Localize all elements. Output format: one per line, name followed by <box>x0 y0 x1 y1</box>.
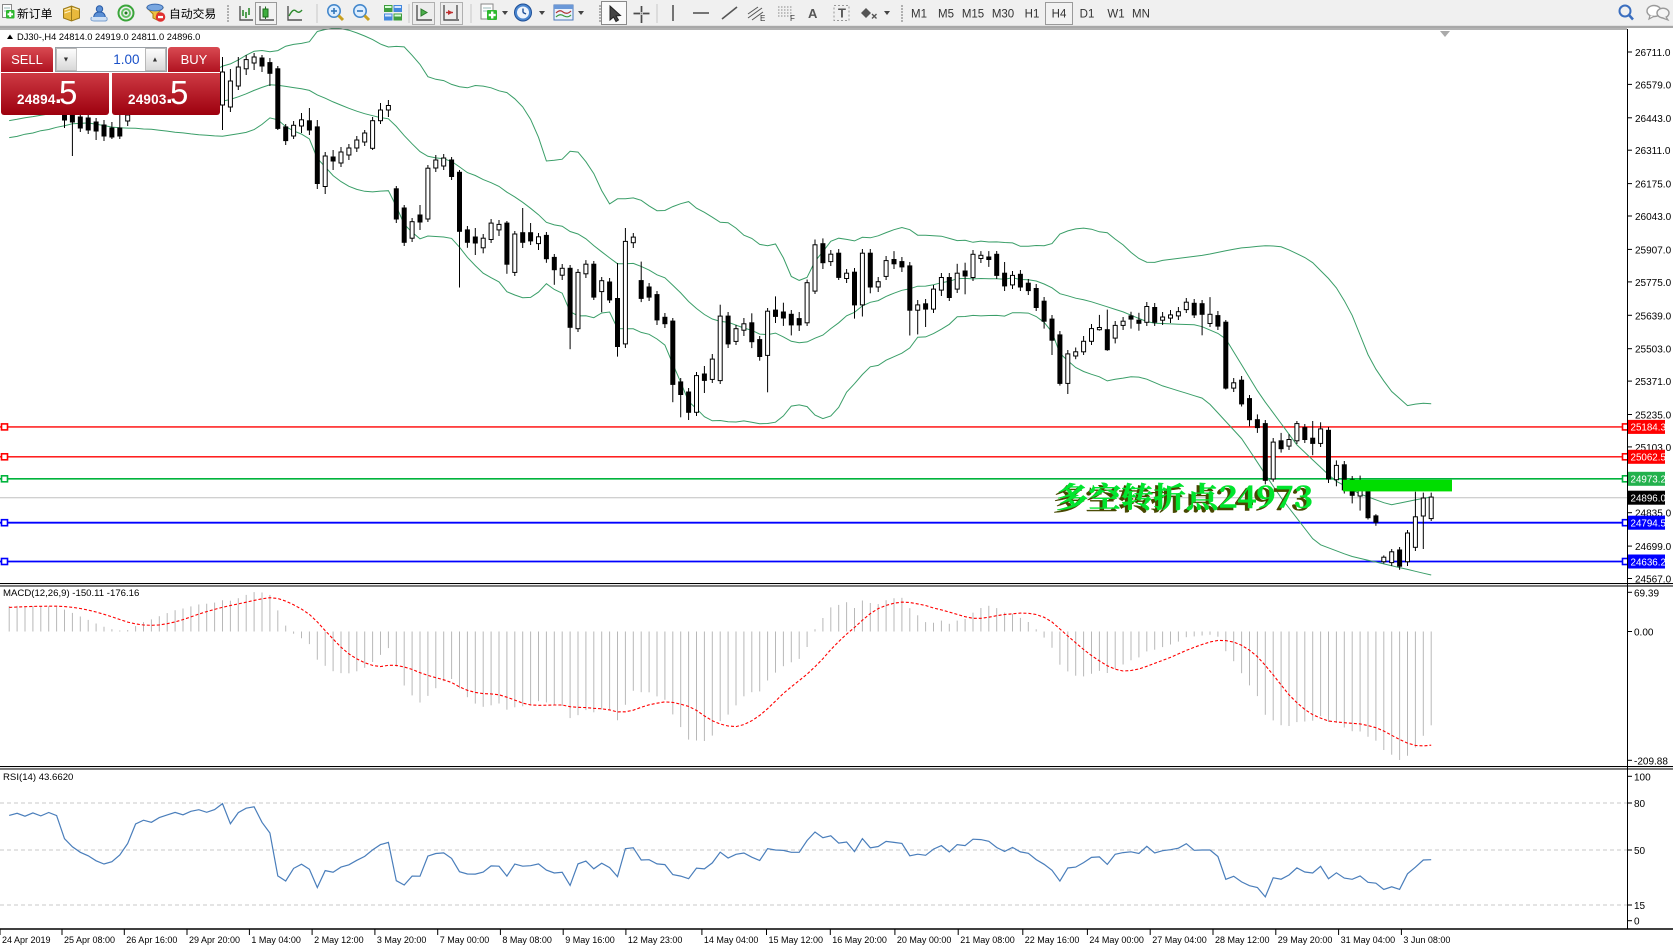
svg-text:MN: MN <box>1132 9 1150 21</box>
svg-text:25062.5: 25062.5 <box>1631 453 1667 464</box>
svg-text:69.39: 69.39 <box>1634 588 1659 599</box>
svg-text:12 May 23:00: 12 May 23:00 <box>628 935 683 945</box>
svg-text:0: 0 <box>1634 917 1640 928</box>
svg-text:25371.0: 25371.0 <box>1635 377 1672 388</box>
svg-text:24 Apr 2019: 24 Apr 2019 <box>2 935 51 945</box>
svg-text:14 May 04:00: 14 May 04:00 <box>704 935 759 945</box>
svg-text:29 May 20:00: 29 May 20:00 <box>1278 935 1333 945</box>
svg-text:1 May 04:00: 1 May 04:00 <box>251 935 301 945</box>
svg-text:25103.0: 25103.0 <box>1635 443 1672 454</box>
svg-text:15: 15 <box>1634 901 1646 912</box>
svg-text:M15: M15 <box>962 9 984 21</box>
svg-text:16 May 20:00: 16 May 20:00 <box>832 935 887 945</box>
svg-text:25907.0: 25907.0 <box>1635 245 1672 256</box>
svg-text:25235.0: 25235.0 <box>1635 411 1672 422</box>
svg-text:2 May 12:00: 2 May 12:00 <box>314 935 364 945</box>
svg-text:0.00: 0.00 <box>1634 628 1654 639</box>
svg-text:T: T <box>838 6 846 21</box>
svg-text:24835.0: 24835.0 <box>1635 509 1672 520</box>
svg-text:25503.0: 25503.0 <box>1635 345 1672 356</box>
svg-text:H1: H1 <box>1025 9 1040 21</box>
svg-text:24 May 00:00: 24 May 00:00 <box>1089 935 1144 945</box>
svg-text:RSI(14) 43.6620: RSI(14) 43.6620 <box>3 772 73 783</box>
svg-text:80: 80 <box>1634 799 1646 810</box>
svg-text:26043.0: 26043.0 <box>1635 212 1672 223</box>
svg-text:24567.0: 24567.0 <box>1635 575 1672 586</box>
svg-text:M1: M1 <box>911 9 927 21</box>
svg-text:25 Apr 08:00: 25 Apr 08:00 <box>64 935 115 945</box>
svg-text:3 Jun 08:00: 3 Jun 08:00 <box>1403 935 1450 945</box>
svg-text:DJ30-,H4 24814.0 24919.0 2481: DJ30-,H4 24814.0 24919.0 24811.0 24896.0 <box>17 32 200 42</box>
svg-text:MACD(12,26,9) -150.11 -176.16: MACD(12,26,9) -150.11 -176.16 <box>3 588 139 599</box>
svg-text:26579.0: 26579.0 <box>1635 80 1672 91</box>
svg-text:24794.5: 24794.5 <box>1631 519 1667 530</box>
svg-text:20 May 00:00: 20 May 00:00 <box>897 935 952 945</box>
svg-text:28 May 12:00: 28 May 12:00 <box>1215 935 1270 945</box>
svg-text:24699.0: 24699.0 <box>1635 542 1672 553</box>
svg-text:100: 100 <box>1634 772 1651 783</box>
svg-text:31 May 04:00: 31 May 04:00 <box>1341 935 1396 945</box>
svg-text:22 May 16:00: 22 May 16:00 <box>1025 935 1080 945</box>
svg-text:24973.2: 24973.2 <box>1631 475 1666 486</box>
svg-text:21 May 08:00: 21 May 08:00 <box>960 935 1015 945</box>
svg-text:26175.0: 26175.0 <box>1635 180 1672 191</box>
svg-text:A: A <box>808 6 818 21</box>
svg-text:26443.0: 26443.0 <box>1635 114 1672 125</box>
svg-text:M5: M5 <box>938 9 954 21</box>
svg-text:9 May 16:00: 9 May 16:00 <box>565 935 615 945</box>
svg-text:F: F <box>790 14 795 23</box>
svg-text:8 May 08:00: 8 May 08:00 <box>502 935 552 945</box>
svg-text:W1: W1 <box>1107 9 1124 21</box>
svg-text:27 May 04:00: 27 May 04:00 <box>1152 935 1207 945</box>
svg-text:29 Apr 20:00: 29 Apr 20:00 <box>189 935 240 945</box>
svg-text:26 Apr 16:00: 26 Apr 16:00 <box>126 935 177 945</box>
svg-text:25639.0: 25639.0 <box>1635 311 1672 322</box>
svg-text:15 May 12:00: 15 May 12:00 <box>769 935 824 945</box>
svg-text:D1: D1 <box>1080 9 1095 21</box>
svg-text:26311.0: 26311.0 <box>1635 146 1671 157</box>
svg-text:24896.0: 24896.0 <box>1631 494 1667 505</box>
svg-text:7 May 00:00: 7 May 00:00 <box>440 935 490 945</box>
svg-text:3 May 20:00: 3 May 20:00 <box>377 935 427 945</box>
svg-text:50: 50 <box>1634 846 1646 857</box>
svg-text:25184.3: 25184.3 <box>1631 423 1667 434</box>
svg-text:M30: M30 <box>992 9 1014 21</box>
svg-text:-209.88: -209.88 <box>1634 756 1668 767</box>
svg-text:E: E <box>760 14 765 23</box>
svg-text:26711.0: 26711.0 <box>1635 48 1671 59</box>
svg-text:25775.0: 25775.0 <box>1635 278 1672 289</box>
svg-text:24636.2: 24636.2 <box>1631 557 1666 568</box>
svg-text:H4: H4 <box>1052 9 1067 21</box>
